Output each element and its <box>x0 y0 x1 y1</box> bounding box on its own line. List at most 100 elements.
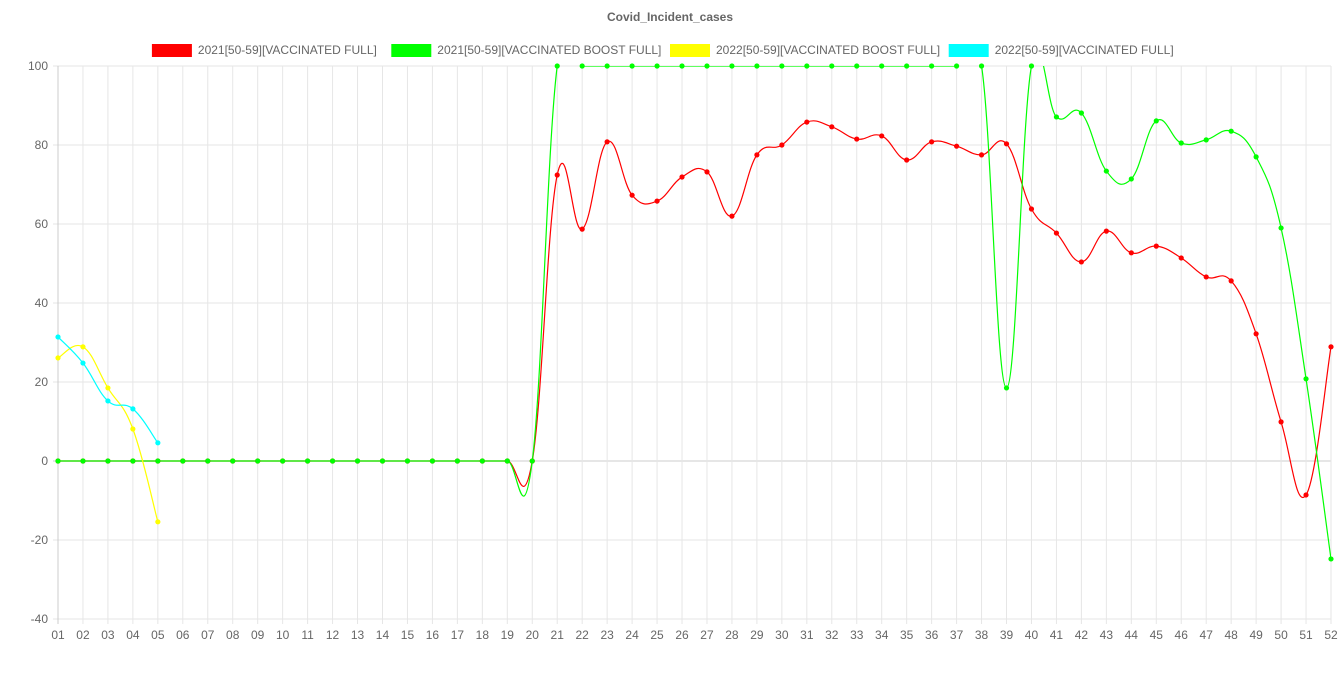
data-point <box>1153 243 1159 249</box>
legend-label: 2021[50-59][VACCINATED BOOST FULL] <box>437 43 661 57</box>
data-point <box>130 406 136 412</box>
data-point <box>1103 228 1109 234</box>
data-point <box>105 458 111 464</box>
data-point <box>305 458 311 464</box>
data-point <box>1103 168 1109 174</box>
data-point <box>679 174 685 180</box>
data-point <box>754 63 760 69</box>
x-tick-label: 31 <box>800 628 814 642</box>
y-tick-label: -40 <box>31 612 49 626</box>
legend: 2021[50-59][VACCINATED FULL] 2021[50-59][… <box>151 43 1174 57</box>
data-point <box>80 344 86 350</box>
data-point <box>230 458 236 464</box>
x-tick-label: 36 <box>925 628 939 642</box>
data-point <box>804 63 810 69</box>
data-point <box>1053 114 1060 120</box>
x-tick-label: 16 <box>426 628 440 642</box>
x-tick-label: 38 <box>975 628 989 642</box>
x-tick-label: 18 <box>476 628 490 642</box>
y-tick-label: 60 <box>35 217 49 231</box>
data-point <box>1078 259 1084 265</box>
x-tick-label: 47 <box>1200 628 1214 642</box>
x-tick-label: 40 <box>1025 628 1039 642</box>
data-point <box>654 198 660 204</box>
data-point <box>629 192 635 198</box>
x-tick-label: 03 <box>101 628 115 642</box>
data-point <box>329 458 336 464</box>
data-point <box>1203 274 1209 280</box>
series-line <box>58 66 1331 560</box>
data-point <box>604 139 610 145</box>
chart-title: Covid_Incident_cases <box>607 10 733 24</box>
data-point <box>1003 141 1010 147</box>
x-tick-label: 46 <box>1175 628 1189 642</box>
data-point <box>953 143 960 149</box>
data-point <box>904 157 910 163</box>
data-point <box>429 458 436 464</box>
data-point <box>978 152 985 158</box>
x-tick-label: 32 <box>825 628 839 642</box>
x-tick-label: 07 <box>201 628 215 642</box>
x-tick-label: 33 <box>850 628 864 642</box>
y-tick-label: 100 <box>28 59 48 73</box>
x-tick-label: 23 <box>600 628 614 642</box>
data-point <box>354 458 361 464</box>
data-point <box>55 458 61 464</box>
x-tick-label: 51 <box>1299 628 1313 642</box>
legend-swatch <box>391 44 432 57</box>
legend-swatch <box>948 44 989 57</box>
data-point <box>1228 128 1234 134</box>
data-point <box>80 360 86 366</box>
data-point <box>205 458 211 464</box>
legend-label: 2022[50-59][VACCINATED FULL] <box>995 43 1174 57</box>
data-point <box>1328 556 1334 562</box>
data-point <box>1303 376 1309 382</box>
data-point <box>1178 255 1184 261</box>
data-point <box>854 136 860 142</box>
x-tick-label: 14 <box>376 628 390 642</box>
x-tick-label: 37 <box>950 628 964 642</box>
x-tick-label: 30 <box>775 628 789 642</box>
data-point <box>704 63 710 69</box>
x-tick-label: 06 <box>176 628 190 642</box>
data-point <box>554 172 560 178</box>
data-point <box>1028 206 1035 212</box>
data-point <box>929 139 935 145</box>
x-tick-label: 52 <box>1324 628 1338 642</box>
x-tick-label: 34 <box>875 628 889 642</box>
data-point <box>1153 118 1159 124</box>
data-point <box>679 63 685 69</box>
data-point <box>729 213 735 219</box>
x-tick-label: 39 <box>1000 628 1014 642</box>
x-tick-label: 25 <box>650 628 664 642</box>
data-point <box>654 63 660 69</box>
data-point <box>155 458 161 464</box>
data-point <box>779 63 785 69</box>
x-tick-label: 49 <box>1249 628 1263 642</box>
data-point <box>55 355 61 361</box>
data-point <box>1128 176 1134 182</box>
data-point <box>1278 419 1284 425</box>
data-point <box>704 169 710 175</box>
x-tick-label: 28 <box>725 628 739 642</box>
series-layer <box>58 66 1331 560</box>
data-point <box>729 63 735 69</box>
x-tick-label: 29 <box>750 628 764 642</box>
data-point <box>155 440 161 446</box>
x-tick-label: 48 <box>1224 628 1238 642</box>
x-tick-label: 12 <box>326 628 340 642</box>
data-point <box>604 63 610 69</box>
data-point <box>504 458 510 464</box>
data-point <box>529 458 535 464</box>
x-tick-label: 13 <box>351 628 365 642</box>
data-point <box>105 398 111 404</box>
x-tick-label: 08 <box>226 628 240 642</box>
legend-swatch <box>670 44 710 57</box>
data-point <box>879 133 885 139</box>
x-tick-label: 20 <box>526 628 540 642</box>
x-tick-label: 41 <box>1050 628 1064 642</box>
y-tick-label: -20 <box>31 533 49 547</box>
data-point <box>879 63 885 69</box>
data-point <box>130 458 136 464</box>
data-point <box>105 385 111 391</box>
